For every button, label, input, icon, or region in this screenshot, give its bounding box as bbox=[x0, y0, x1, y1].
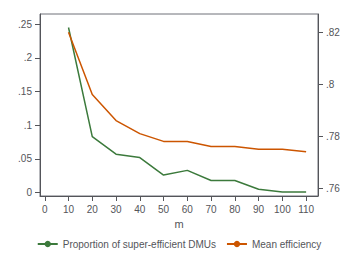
svg-text:40: 40 bbox=[134, 204, 146, 215]
svg-text:80: 80 bbox=[229, 204, 241, 215]
svg-text:0: 0 bbox=[26, 187, 32, 198]
svg-text:.78: .78 bbox=[326, 131, 340, 142]
svg-text:20: 20 bbox=[87, 204, 99, 215]
svg-text:60: 60 bbox=[182, 204, 194, 215]
svg-text:10: 10 bbox=[63, 204, 75, 215]
svg-text:Mean efficiency: Mean efficiency bbox=[252, 239, 321, 250]
svg-text:m: m bbox=[174, 218, 183, 230]
svg-text:110: 110 bbox=[298, 204, 314, 215]
svg-text:30: 30 bbox=[110, 204, 122, 215]
svg-text:Proportion of super-efficient: Proportion of super-efficient DMUs bbox=[63, 239, 216, 250]
svg-text:.2: .2 bbox=[24, 52, 33, 63]
svg-text:100: 100 bbox=[274, 204, 291, 215]
svg-text:.76: .76 bbox=[326, 183, 340, 194]
svg-text:0: 0 bbox=[42, 204, 48, 215]
svg-text:.8: .8 bbox=[326, 79, 335, 90]
svg-text:90: 90 bbox=[253, 204, 265, 215]
svg-text:.15: .15 bbox=[18, 86, 32, 97]
svg-text:.05: .05 bbox=[18, 153, 32, 164]
svg-text:.1: .1 bbox=[24, 120, 33, 131]
svg-text:50: 50 bbox=[158, 204, 170, 215]
svg-text:70: 70 bbox=[206, 204, 218, 215]
svg-text:.25: .25 bbox=[18, 19, 32, 30]
svg-text:.82: .82 bbox=[326, 27, 340, 38]
